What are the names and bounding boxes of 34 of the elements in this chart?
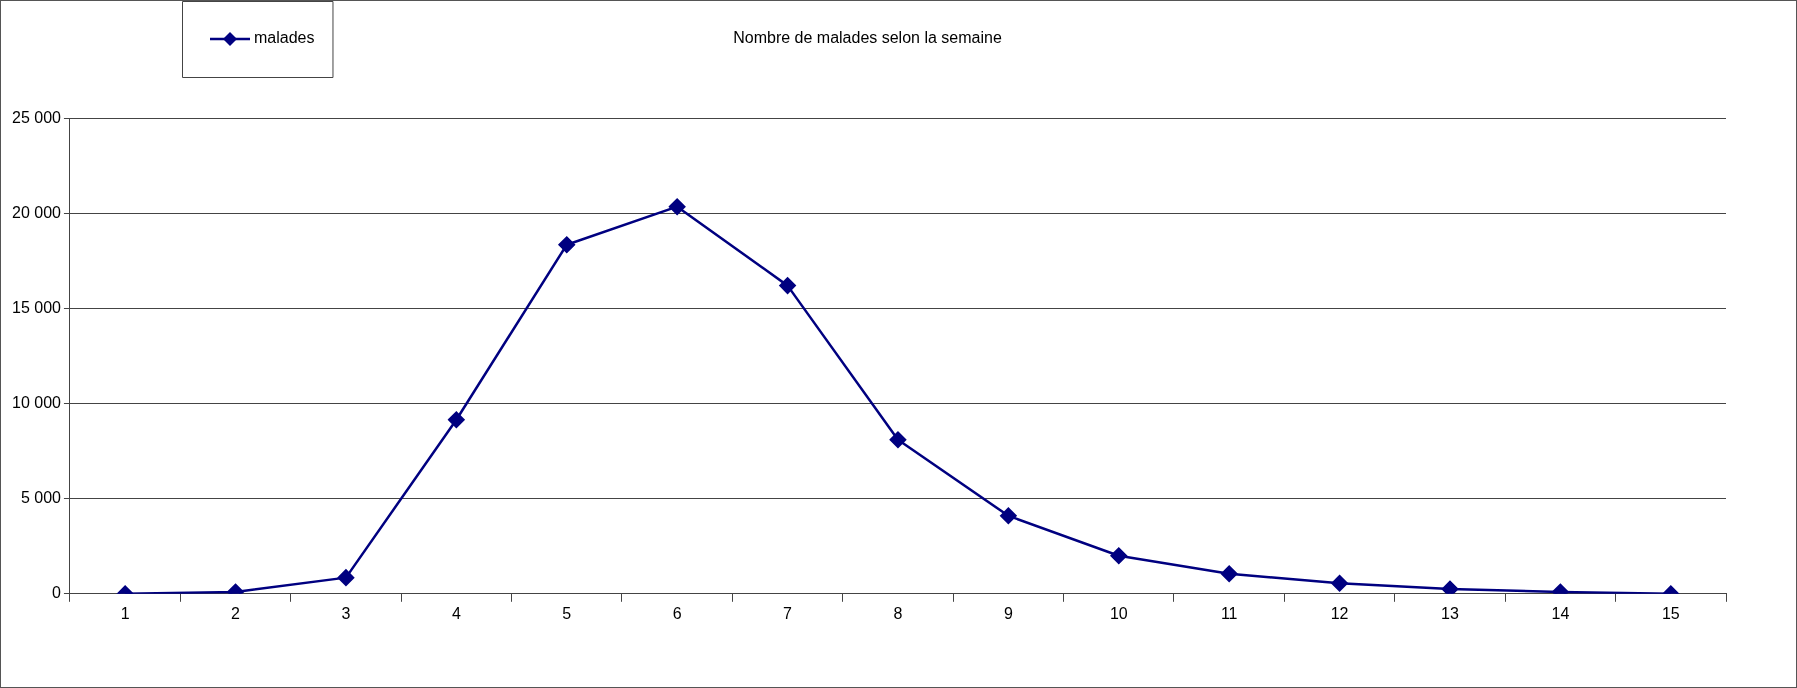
- x-tick-label: 15: [1661, 604, 1680, 622]
- x-tick-label: 13: [1441, 604, 1459, 622]
- point: [558, 236, 576, 253]
- x-tick-label: 7: [783, 604, 793, 622]
- point: [448, 411, 465, 428]
- chart-title: Nombre de malades selon la semaine: [733, 29, 1002, 47]
- point: [1110, 547, 1128, 564]
- point: [779, 277, 796, 294]
- point: [889, 431, 907, 448]
- x-tick-label: 4: [451, 604, 461, 622]
- x-tick-label: 11: [1220, 604, 1238, 622]
- y-tick-label: 10 000: [12, 393, 62, 411]
- point: [1441, 580, 1459, 594]
- x-tick-label: 8: [893, 604, 903, 622]
- y-tick-label: 15 000: [12, 298, 62, 316]
- point: [337, 569, 355, 586]
- y-tick-label: 0: [52, 584, 62, 602]
- y-tick-label: 20 000: [12, 203, 62, 221]
- x-tick-label: 3: [341, 604, 351, 622]
- point: [1331, 575, 1348, 592]
- x-tick-label: 9: [1003, 604, 1013, 622]
- point: [1000, 507, 1017, 525]
- legend-label: malades: [254, 29, 315, 47]
- x-tick-label: 12: [1330, 604, 1349, 622]
- x-tick-label: 14: [1551, 604, 1570, 622]
- x-tick-label: 6: [672, 604, 682, 622]
- point: [668, 198, 686, 215]
- y-tick-label: 25 000: [12, 108, 62, 126]
- point: [1220, 565, 1238, 583]
- x-tick-label: 10: [1109, 604, 1128, 622]
- x-tick-label: 1: [120, 604, 130, 622]
- x-tick-label: 5: [562, 604, 572, 622]
- y-tick-label: 5 000: [20, 489, 62, 507]
- x-tick-label: 2: [231, 604, 241, 622]
